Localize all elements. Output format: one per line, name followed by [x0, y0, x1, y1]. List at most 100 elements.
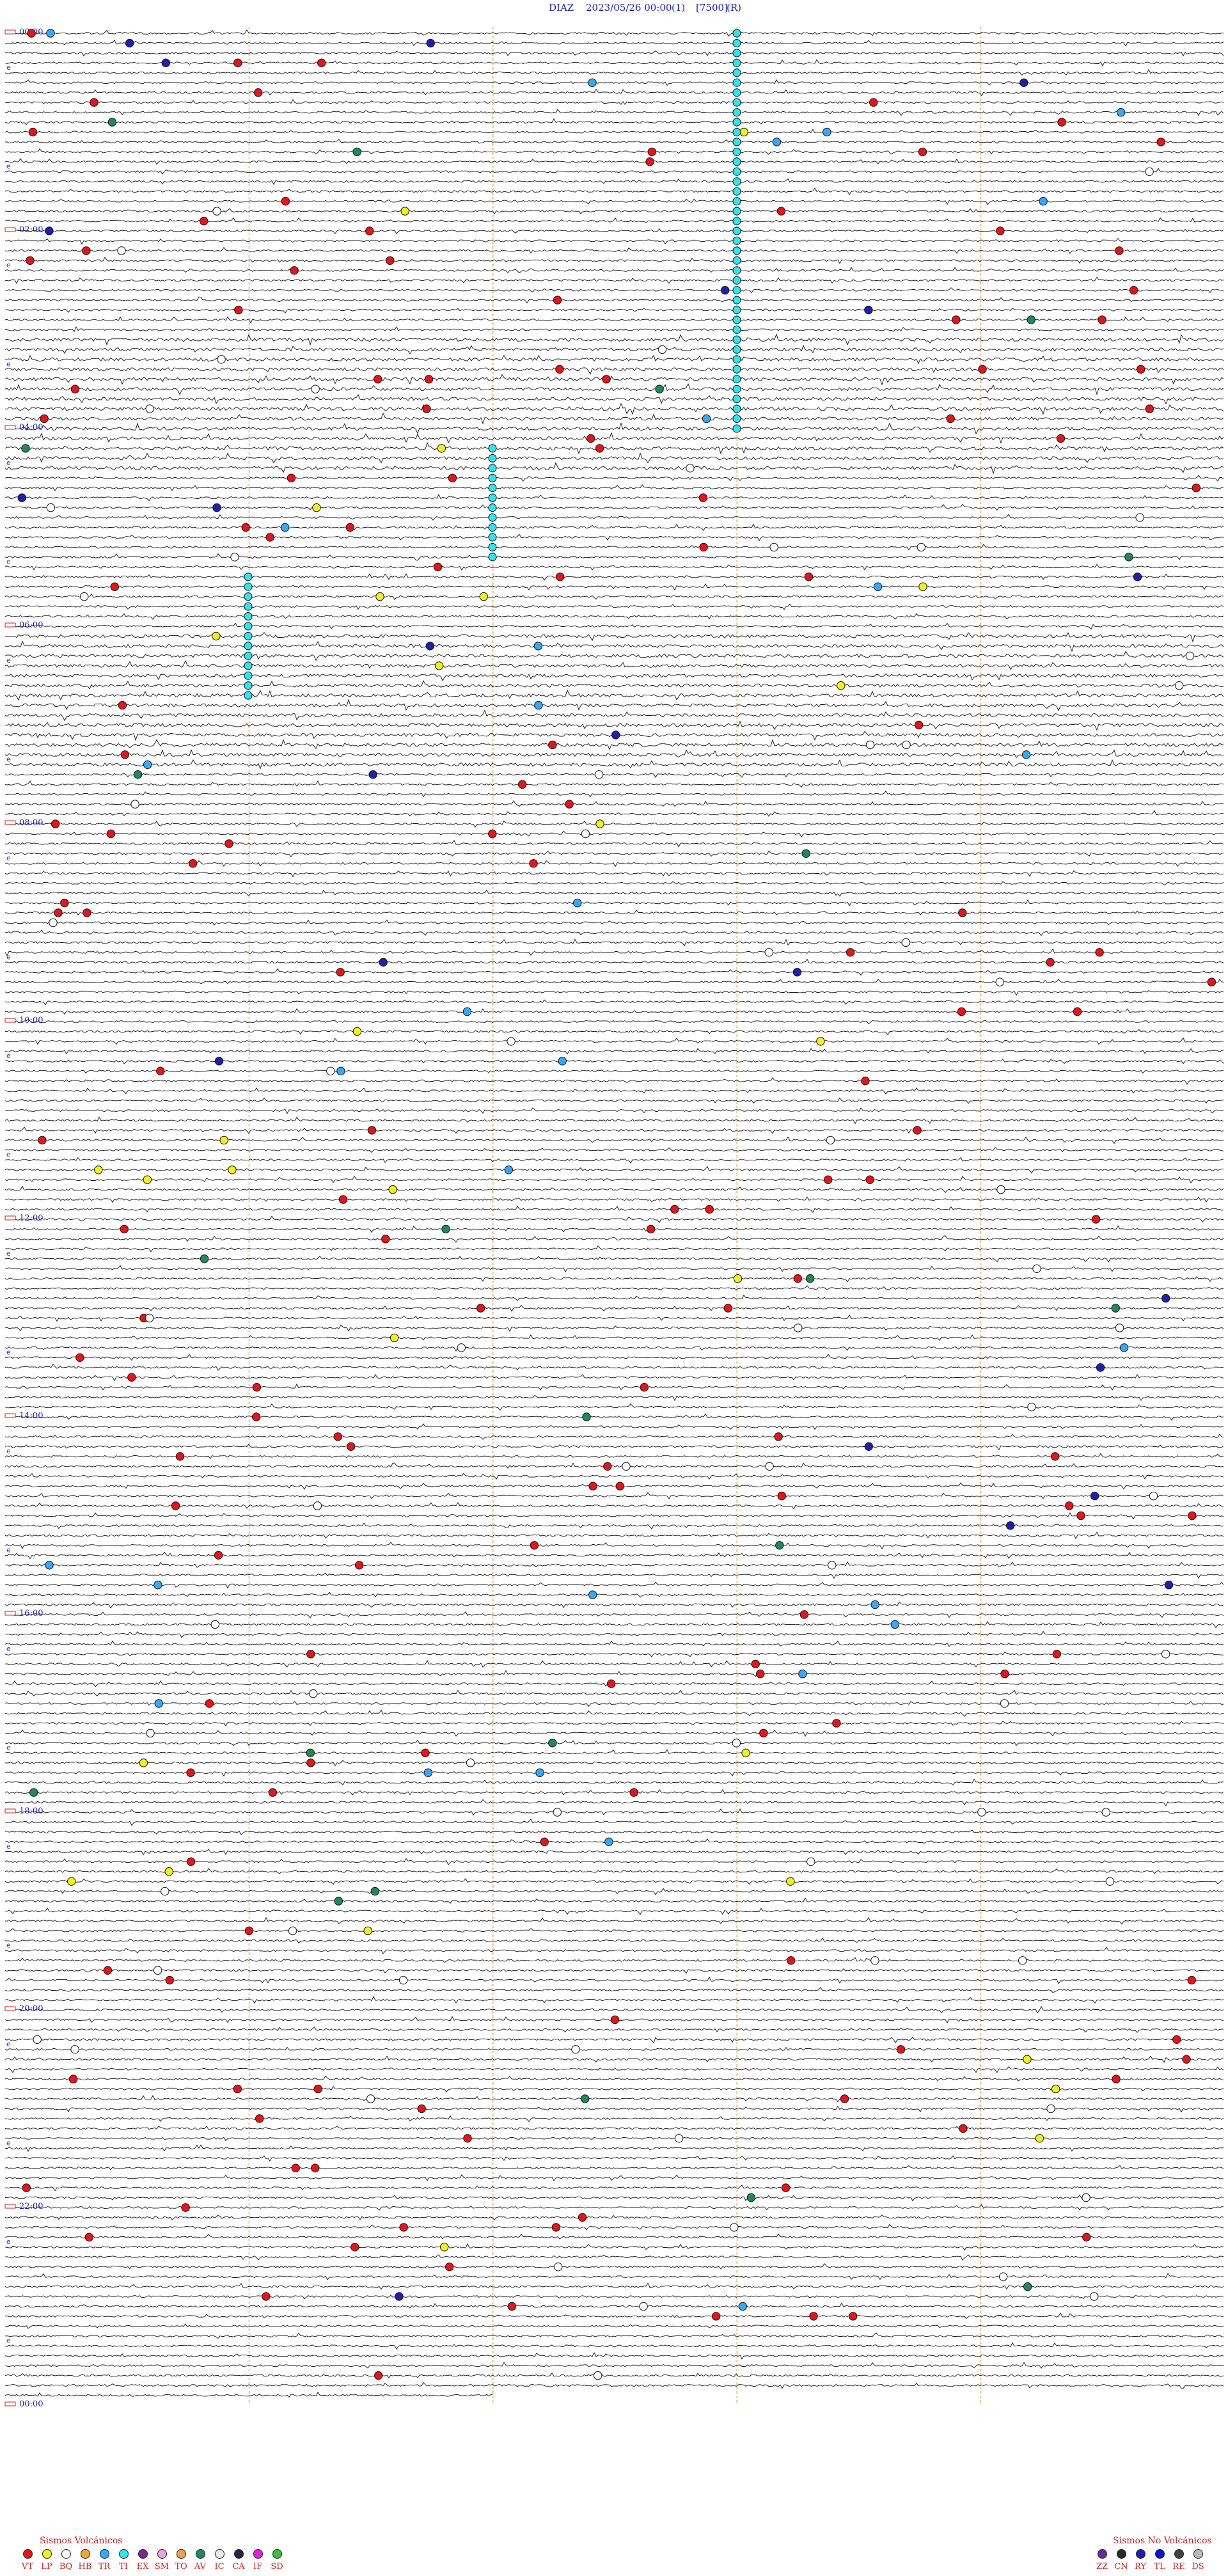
trace-line [4, 168, 1224, 175]
event-dot-vt [556, 573, 565, 581]
time-label-box [4, 1413, 16, 1418]
event-dot-ti [244, 592, 253, 601]
trace-line [4, 1858, 1224, 1865]
trace-line [4, 187, 1224, 195]
time-label-box [4, 1215, 16, 1221]
trace-line [4, 830, 1224, 838]
trace-line [4, 1314, 1224, 1322]
event-dot-ry [611, 731, 620, 739]
event-dot-bq [457, 1343, 466, 1352]
event-dot-vt [809, 2312, 818, 2321]
trace-line [4, 2095, 1224, 2103]
event-dot-vt [777, 1491, 787, 1501]
trace-line [4, 1245, 1224, 1252]
time-label-box [4, 2401, 16, 2406]
event-dot-ti [488, 444, 497, 453]
event-dot-av [1124, 553, 1133, 562]
event-dot-lp [388, 1185, 397, 1194]
event-dot-tr [154, 1699, 164, 1708]
event-dot-vt [588, 1482, 597, 1490]
event-dot-ti [732, 246, 741, 255]
event-dot-lp [390, 1333, 399, 1343]
event-dot-vt [22, 2183, 31, 2192]
trace-line [4, 247, 1224, 255]
event-dot-lp [375, 592, 384, 601]
header-datetime: 2023/05/26 00:00 [586, 2, 672, 13]
trace-line [4, 909, 1224, 916]
event-dot-vt [268, 1788, 278, 1797]
event-dot-bq [161, 1886, 169, 1896]
trace-line [4, 1968, 1224, 1974]
event-dot-lp [595, 819, 604, 828]
trace-line [4, 217, 1224, 223]
trace-line [4, 1059, 1224, 1064]
event-dot-ti [732, 335, 741, 344]
event-dot-vt [1188, 1511, 1197, 1521]
event-dot-vt [759, 1728, 768, 1738]
event-dot-lp [228, 1166, 237, 1174]
event-dot-vt [1129, 286, 1138, 295]
event-dot-lp [1035, 2134, 1044, 2143]
event-dot-vt [374, 2371, 383, 2380]
event-dot-bq [828, 1561, 837, 1570]
event-dot-bq [917, 542, 926, 552]
event-dot-tr [870, 1600, 879, 1609]
event-dot-vt [40, 414, 49, 423]
event-dot-vt [254, 88, 263, 97]
event-dot-vt [530, 1541, 539, 1550]
event-dot-bq [995, 977, 1005, 986]
event-dot-vt [367, 1126, 377, 1135]
event-dot-lp [1023, 2055, 1032, 2064]
event-dot-vt [127, 1373, 136, 1382]
trace-line [4, 1087, 1224, 1095]
event-dot-ry [395, 2292, 404, 2301]
event-dot-vt [647, 147, 656, 157]
header-station: DIAZ [549, 2, 574, 13]
event-dot-bq [117, 246, 126, 255]
legend-volcanic-ic: IC [211, 2549, 228, 2572]
event-dot-vt [1000, 1670, 1009, 1679]
event-dot-bq [1135, 513, 1144, 522]
trace-line [4, 1395, 1224, 1402]
event-dot-bq [571, 2045, 580, 2054]
event-dot-ti [488, 523, 497, 532]
event-dot-vt [241, 523, 250, 532]
event-dot-ry [864, 305, 873, 315]
trace-line [4, 2005, 1224, 2014]
event-dot-av [334, 1897, 343, 1906]
event-dot-tr [423, 1768, 432, 1777]
event-dot-ti [732, 384, 741, 393]
event-dot-ti [732, 296, 741, 304]
event-dot-bq [1185, 651, 1195, 661]
event-dot-bq [996, 1185, 1005, 1194]
event-dot-ry [1133, 573, 1142, 581]
event-dot-vt [1207, 977, 1216, 986]
event-dot-vt [793, 1274, 803, 1283]
event-dot-vt [255, 2114, 264, 2123]
legend-dot-bq [61, 2549, 71, 2559]
event-dot-vt [1187, 1975, 1196, 1985]
blue-marker: e [6, 2040, 11, 2048]
event-dot-vt [670, 1205, 679, 1214]
trace-line [4, 208, 1224, 214]
blue-marker: e [6, 63, 11, 72]
event-dot-tr [336, 1066, 345, 1076]
event-dot-bq [311, 384, 320, 393]
event-dot-tr [462, 1007, 472, 1016]
header-flag: (R) [727, 2, 741, 13]
event-dot-vt [83, 908, 91, 917]
trace-line [4, 699, 1224, 711]
event-dot-ry [1019, 78, 1028, 88]
event-dot-bq [553, 1808, 562, 1817]
event-dot-vt [68, 2074, 78, 2083]
event-dot-bq [1101, 1808, 1111, 1817]
trace-line [4, 148, 1224, 155]
event-dot-tr [504, 1166, 513, 1174]
legend-volcanic-to: TO [173, 2549, 189, 2572]
event-dot-vt [840, 2094, 849, 2103]
event-dot-av [1027, 315, 1035, 324]
trace-line [4, 1640, 1224, 1647]
blue-marker: e [6, 261, 11, 269]
trace-line [5, 1126, 1224, 1134]
blue-marker: e [6, 854, 11, 862]
